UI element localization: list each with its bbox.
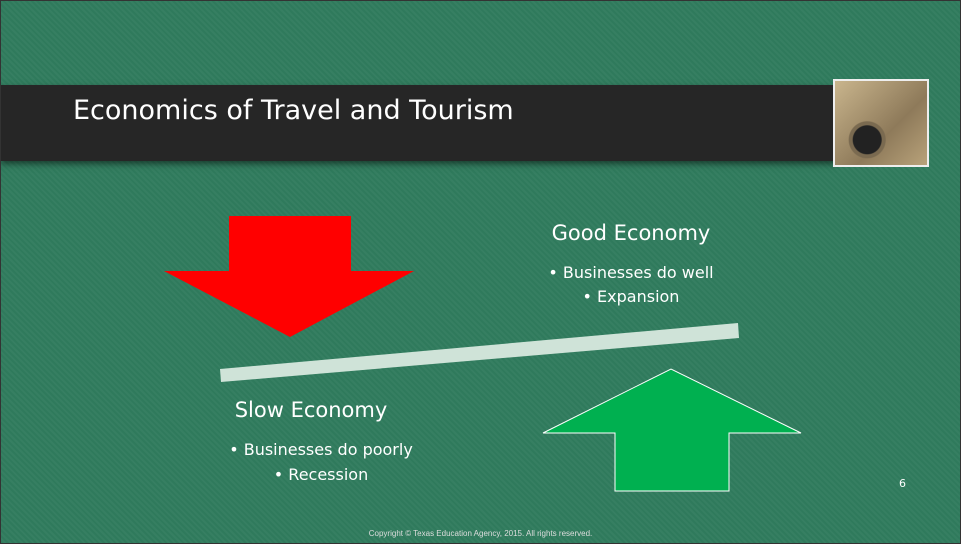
- page-number: 6: [899, 477, 906, 490]
- photo: [833, 79, 929, 167]
- good-bullet: • Businesses do well: [548, 263, 714, 282]
- good-heading: Good Economy: [551, 221, 711, 245]
- slow-bullet: • Recession: [273, 465, 369, 484]
- up-arrow: [542, 368, 802, 492]
- slow-heading: Slow Economy: [234, 398, 388, 422]
- seesaw-plank: [220, 323, 739, 382]
- down-arrow: [164, 216, 414, 337]
- title-bar: [1, 85, 837, 161]
- slide-title: Economics of Travel and Tourism: [73, 95, 514, 126]
- slow-bullet: • Businesses do poorly: [229, 440, 413, 459]
- copyright: Copyright © Texas Education Agency, 2015…: [368, 529, 593, 538]
- good-bullet: • Expansion: [582, 287, 680, 306]
